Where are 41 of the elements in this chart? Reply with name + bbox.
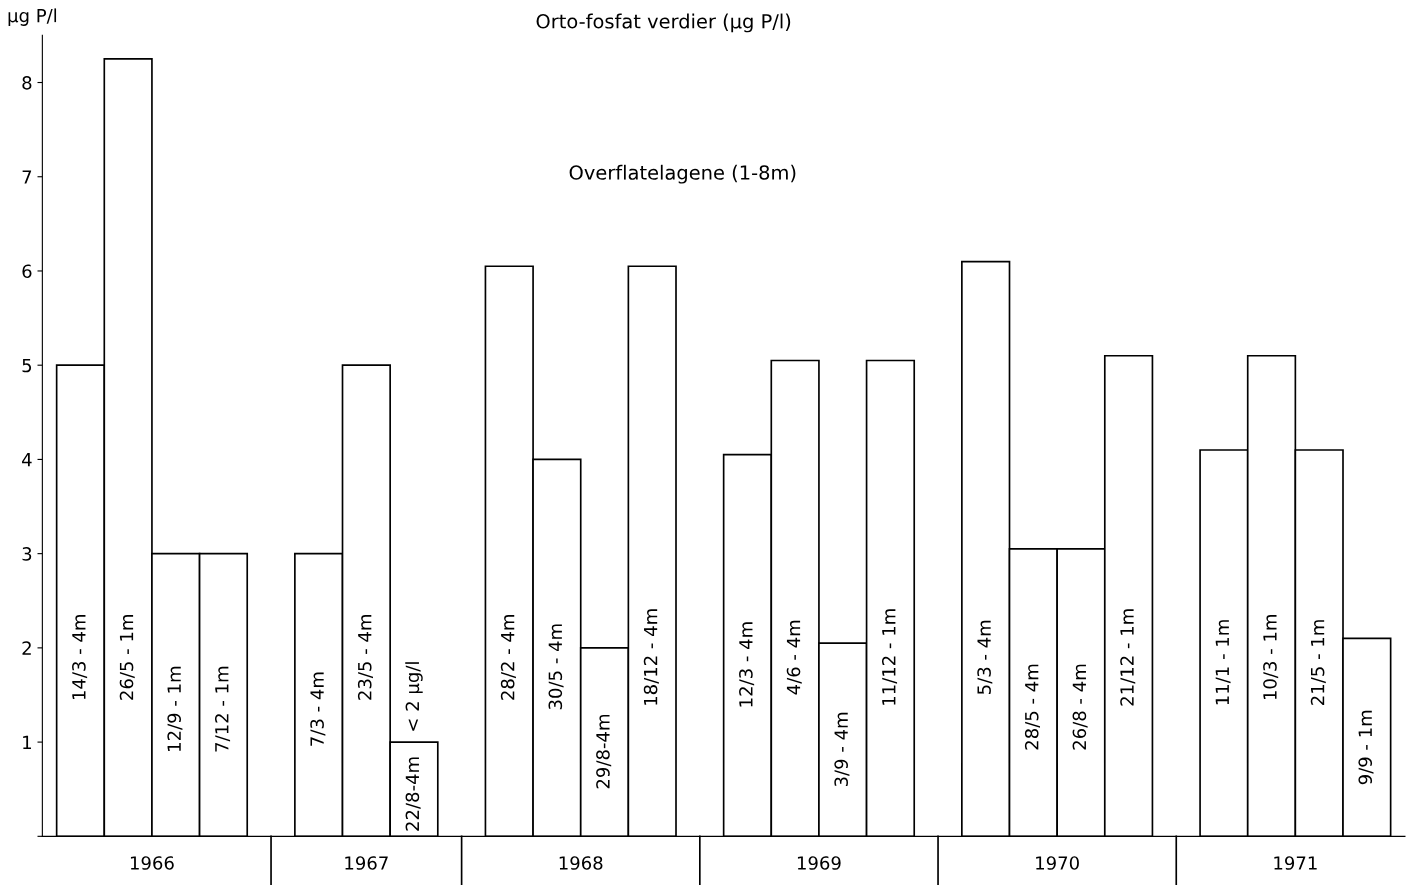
x-tick-label: 23/5 - 4m xyxy=(357,615,373,700)
x-tick-label: 4/6 - 4m xyxy=(786,620,802,695)
x-tick-label: 18/12 - 4m xyxy=(643,609,659,705)
x-tick-label: 7/12 - 1m xyxy=(214,666,231,752)
x-tick-label: 28/2 - 4m xyxy=(500,615,516,700)
text: 1967 xyxy=(345,856,388,870)
text: 1971 xyxy=(1274,856,1317,870)
x-tick-label: 7/3 - 4m xyxy=(310,672,326,746)
y-tick-label: 2 xyxy=(22,641,31,655)
annotation: < 2 µg/l xyxy=(405,662,423,731)
text: 1968 xyxy=(559,856,603,870)
y-tick-label: 7 xyxy=(22,170,32,184)
x-tick-label: 26/5 - 1m xyxy=(119,615,135,700)
x-tick-label: 9/9 - 1m xyxy=(1358,710,1374,785)
x-tick-label: 10/3 - 1m xyxy=(1263,615,1279,700)
text: 1969 xyxy=(797,856,841,870)
text: 1966 xyxy=(130,856,174,870)
y-tick-label: 3 xyxy=(22,547,32,561)
x-tick-label: 28/5 - 4m xyxy=(1024,664,1040,750)
y-tick-label: 8 xyxy=(22,75,32,90)
x-tick-label: 12/3 - 4m xyxy=(739,622,755,707)
chart-title: Orto-fosfat verdier (µg P/l) xyxy=(536,13,791,33)
text: 1970 xyxy=(1036,856,1079,870)
x-tick-label: 21/5 - 1m xyxy=(1310,620,1326,705)
x-tick-label: 30/5 - 4m xyxy=(548,624,564,710)
y-tick-label: 4 xyxy=(22,453,32,467)
y-tick-label: 6 xyxy=(22,264,32,279)
y-tick-label: 5 xyxy=(22,358,32,373)
y-tick-label: 1 xyxy=(23,735,31,749)
x-tick-label: 26/8 - 4m xyxy=(1072,664,1088,750)
x-tick-label: 5/3 - 4m xyxy=(977,620,993,694)
text: Overflatelagene (1-8m) xyxy=(569,164,796,184)
x-tick-label: 22/8-4m xyxy=(405,757,421,831)
y-axis-title: µg P/l xyxy=(8,8,57,26)
x-tick-label: 11/12 - 1m xyxy=(881,609,898,705)
x-tick-label: 21/12 - 1m xyxy=(1120,609,1136,706)
x-tick-label: 11/1 - 1m xyxy=(1215,620,1231,705)
x-tick-label: 3/9 - 4m xyxy=(834,712,850,787)
x-tick-label: 12/9 - 1m xyxy=(167,666,183,751)
x-tick-label: 29/8-4m xyxy=(596,714,612,789)
x-tick-label: 14/3 - 4m xyxy=(72,615,88,700)
